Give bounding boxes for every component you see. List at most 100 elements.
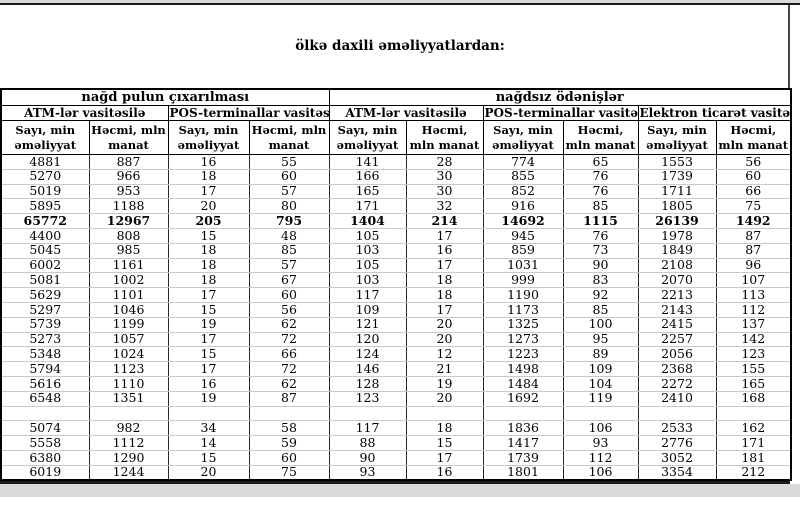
table-cell: 117: [328, 287, 407, 303]
table-cell: 18: [405, 420, 484, 437]
table-cell: 165: [328, 183, 407, 200]
table-row: 6380 1290 15 60 90 17 1739 112 3052 181: [0, 449, 792, 466]
measure-header-count: Sayı, min əməliyyat: [167, 120, 250, 155]
measure-header-volume: Həcmi, mln manat: [248, 120, 330, 155]
table-cell: 34: [167, 420, 250, 437]
table-cell: 2108: [637, 257, 717, 274]
table-cell: 87: [715, 227, 792, 244]
table-cell: 76: [562, 227, 639, 244]
table-cell: 141: [328, 154, 407, 170]
table-cell: 2415: [637, 316, 717, 333]
table-cell: 93: [328, 464, 407, 481]
table-row: 5273 1057 17 72 120 20 1273 95 2257 142: [0, 331, 792, 348]
table-cell: [167, 405, 250, 422]
table-cell: 87: [248, 390, 330, 407]
table-cell: 75: [248, 464, 330, 481]
table-cell: 66: [248, 346, 330, 363]
table-cell: 17: [167, 361, 250, 377]
table-cell: [0, 405, 90, 422]
table-cell: 6548: [0, 390, 90, 407]
table-cell: 1123: [88, 361, 169, 377]
table-cell: 1692: [482, 390, 564, 407]
table-cell: 15: [167, 449, 250, 466]
table-cell: 6002: [0, 257, 90, 274]
table-cell: 15: [405, 435, 484, 451]
table-cell: 5019: [0, 183, 90, 200]
table-cell: 20: [405, 331, 484, 348]
table-cell: 5558: [0, 435, 90, 451]
table-row: 5074 982 34 58 117 18 1836 106 2533 162: [0, 420, 792, 437]
table-cell: [248, 405, 330, 422]
table-cell: 966: [88, 168, 169, 185]
table-cell: 109: [562, 361, 639, 377]
table-cell: 72: [248, 361, 330, 377]
bottom-border-line: [0, 481, 790, 485]
channel-header-atm-cashless: ATM-lər vasitəsilə: [328, 105, 484, 121]
table-cell: 62: [248, 375, 330, 392]
measure-header-count: Sayı, min əməliyyat: [328, 120, 407, 155]
table-cell: 6019: [0, 464, 90, 481]
table-row: 6548 1351 19 87 123 20 1692 119 2410 168: [0, 390, 792, 407]
table-row: [0, 405, 792, 422]
table-cell: 3052: [637, 449, 717, 466]
table-cell: 30: [405, 168, 484, 185]
measure-header-volume: Həcmi, mln manat: [88, 120, 169, 155]
table-cell: 1188: [88, 198, 169, 215]
table-cell: 21: [405, 361, 484, 377]
table-cell: 90: [328, 449, 407, 466]
table-cell: 60: [248, 287, 330, 303]
table-cell: 95: [562, 331, 639, 348]
table-row: 4400 808 15 48 105 17 945 76 1978 87: [0, 227, 792, 244]
table-cell: 168: [715, 390, 792, 407]
table-cell: 19: [167, 390, 250, 407]
table-cell: 142: [715, 331, 792, 348]
table-cell: 16: [405, 464, 484, 481]
table-cell: 2070: [637, 272, 717, 289]
table-cell: 1112: [88, 435, 169, 451]
table-cell: 1024: [88, 346, 169, 363]
table-cell: 1801: [482, 464, 564, 481]
table-row: 5019 953 17 57 165 30 852 76 1711 66: [0, 183, 792, 200]
table-cell: 2533: [637, 420, 717, 437]
table-cell: 2368: [637, 361, 717, 377]
table-cell: 1404: [328, 213, 407, 229]
table-cell: 855: [482, 168, 564, 185]
operations-table: nağd pulun çıxarılması nağdsız ödənişlər…: [0, 88, 792, 482]
table-cell: 16: [167, 154, 250, 170]
table-cell: 1553: [637, 154, 717, 170]
table-cell: [328, 405, 407, 422]
table-cell: 65772: [0, 213, 90, 229]
table-cell: 1498: [482, 361, 564, 377]
table-cell: 15: [167, 346, 250, 363]
measure-header-count: Sayı, min əməliyyat: [637, 120, 717, 155]
table-cell: 953: [88, 183, 169, 200]
table-cell: 109: [328, 301, 407, 318]
table-cell: 76: [562, 183, 639, 200]
table-cell: 887: [88, 154, 169, 170]
table-cell: 1110: [88, 375, 169, 392]
table-cell: 30: [405, 183, 484, 200]
table-cell: 1244: [88, 464, 169, 481]
group-header-row: nağd pulun çıxarılması nağdsız ödənişlər: [0, 88, 792, 106]
table-cell: 60: [248, 168, 330, 185]
table-cell: 60: [248, 449, 330, 466]
table-cell: 1325: [482, 316, 564, 333]
table-row: 5297 1046 15 56 109 17 1173 85 2143 112: [0, 301, 792, 318]
table-row: 5629 1101 17 60 117 18 1190 92 2213 113: [0, 287, 792, 303]
table-cell: 32: [405, 198, 484, 215]
table-cell: 17: [167, 331, 250, 348]
table-cell: 18: [167, 257, 250, 274]
table-cell: 62: [248, 316, 330, 333]
table-cell: 85: [562, 301, 639, 318]
table-cell: 18: [405, 272, 484, 289]
table-cell: 123: [328, 390, 407, 407]
table-cell: [405, 405, 484, 422]
table-cell: 28: [405, 154, 484, 170]
table-cell: 1031: [482, 257, 564, 274]
page-title: ölkə daxili əməliyyatlardan:: [295, 38, 505, 54]
table-cell: 123: [715, 346, 792, 363]
table-cell: 17: [405, 449, 484, 466]
table-cell: 105: [328, 257, 407, 274]
table-cell: 1492: [715, 213, 792, 229]
